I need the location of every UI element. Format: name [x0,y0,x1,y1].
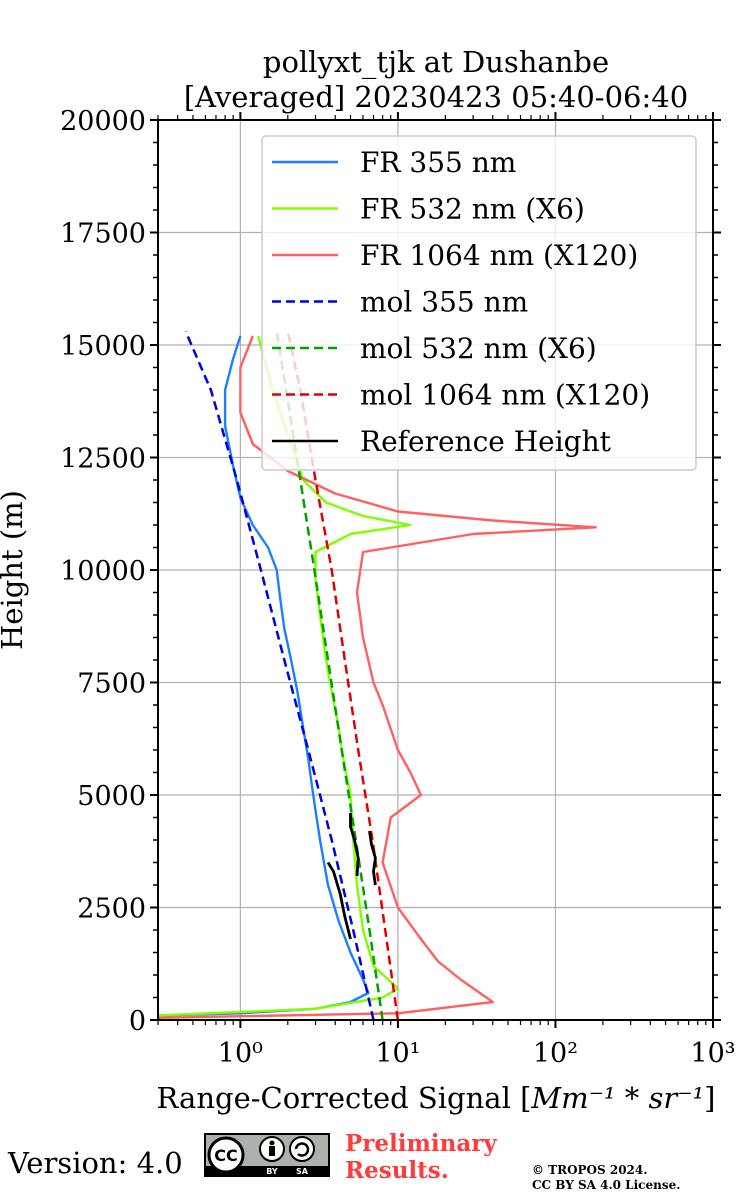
y-tick-label: 0 [129,1006,146,1037]
legend-entry: mol 355 nm [360,286,528,319]
legend: FR 355 nm FR 532 nm (X6) FR 1064 nm (X120)… [261,135,697,471]
preliminary-results-note: Preliminary Results. [345,1130,497,1184]
x-axis-label: Range-Corrected Signal [Mm⁻¹ * sr⁻¹] [157,1081,716,1115]
legend-entry: Reference Height [360,425,612,458]
series-fr-1064-nm-x120 [157,335,597,1019]
x-tick-label: 10¹ [375,1038,420,1069]
chart-title: pollyxt_tjk at Dushanbe [263,45,609,80]
legend-entry: FR 355 nm [360,146,516,179]
y-tick-label: 10000 [60,556,146,587]
series-reference-height [368,830,377,886]
ticks: 0 2500 5000 7500 10000 12500 15000 17500 20000 10… [60,106,736,1069]
x-tick-label: 10⁰ [218,1038,263,1069]
legend-entry: mol 532 nm (X6) [360,332,597,365]
chart-subtitle: [Averaged] 20230423 05:40-06:40 [184,80,688,114]
svg-text:BY: BY [266,1167,278,1176]
legend-entry: mol 1064 nm (X120) [360,379,650,412]
series-reference-height [349,813,360,877]
y-axis-label: Height (m) [0,490,29,650]
y-tick-label: 2500 [77,894,146,925]
series-mol-355-nm [184,331,375,1021]
y-tick-label: 12500 [60,444,146,475]
y-tick-label: 15000 [60,331,146,362]
legend-entry: FR 532 nm (X6) [360,193,585,226]
cc-by-sa-icon: CC BY SA [204,1133,330,1177]
y-tick-label: 20000 [60,106,146,137]
y-tick-label: 7500 [77,669,146,700]
lidar-signal-chart: pollyxt_tjk at Dushanbe [Averaged] 20230… [0,45,736,1115]
x-tick-label: 10² [533,1038,578,1069]
svg-text:CC: CC [214,1146,237,1165]
x-tick-label: 10³ [690,1038,735,1069]
version-label: Version: 4.0 [8,1146,183,1180]
legend-box [261,135,697,471]
y-tick-label: 5000 [77,781,146,812]
y-tick-label: 17500 [60,219,146,250]
series-fr-532-nm-x6 [157,335,412,1017]
legend-entry: FR 1064 nm (X120) [360,239,638,272]
series-reference-height [326,861,352,940]
svg-text:SA: SA [296,1167,309,1176]
copyright-note: © TROPOS 2024. CC BY SA 4.0 License. [532,1163,681,1192]
